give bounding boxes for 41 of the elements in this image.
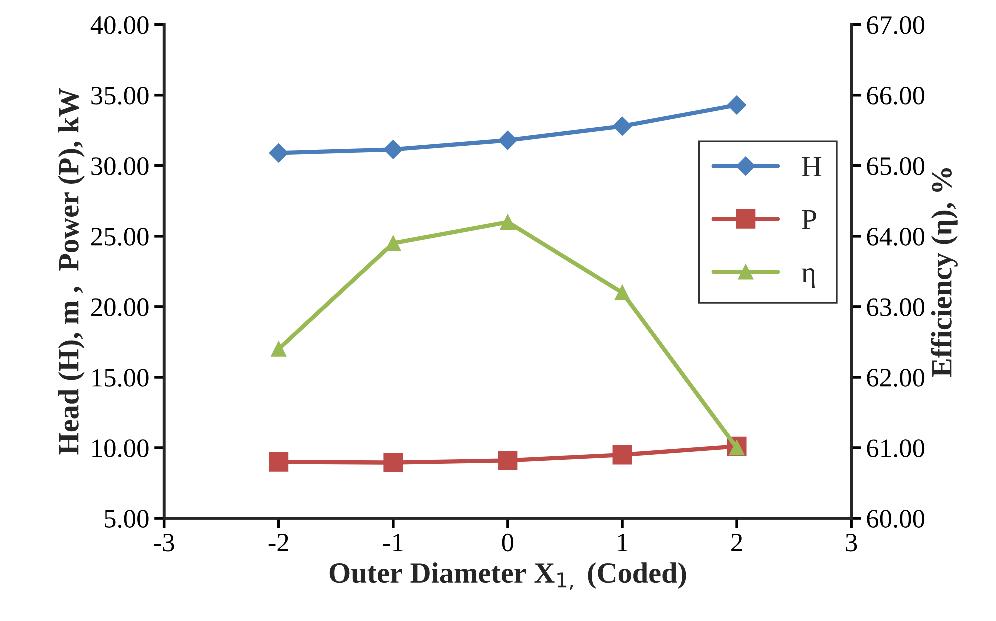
legend-label: P — [802, 210, 816, 230]
x-tick-label: -1 — [383, 534, 403, 552]
y2-axis-title: Efficiency (η), % — [931, 168, 958, 378]
y-tick-label: 25.00 — [92, 228, 149, 246]
point — [612, 116, 632, 136]
point — [384, 453, 404, 473]
y-axis-title: Head (H), m , Power (P), kW — [58, 88, 85, 455]
point — [612, 445, 632, 465]
y-tick-label: 40.00 — [90, 16, 149, 34]
x-tick-label: -3 — [154, 534, 174, 552]
x-tick-label: -2 — [268, 534, 288, 552]
point — [269, 452, 289, 472]
y-tick-label: 30.00 — [92, 158, 149, 176]
y2-tick-label: 60.00 — [867, 510, 925, 528]
x-tick-label: 0 — [502, 534, 514, 552]
y2-tick-label: 61.00 — [867, 440, 925, 458]
point — [498, 450, 518, 470]
point — [500, 214, 516, 230]
point — [384, 140, 403, 160]
point — [271, 342, 287, 357]
y-tick-label: 20.00 — [92, 298, 149, 316]
y2-tick-label: 66.00 — [867, 86, 925, 105]
x-axis-title: Outer Diameter X$_{1,}$ (Coded) — [330, 562, 686, 590]
point — [269, 144, 288, 163]
y-tick-label: 15.00 — [92, 369, 149, 388]
x-tick-label: 2 — [732, 534, 742, 552]
point — [498, 130, 518, 150]
legend-label: η — [802, 268, 816, 289]
y-tick-label: 35.00 — [92, 86, 149, 105]
y2-tick-label: 62.00 — [867, 369, 925, 388]
y2-tick-label: 65.00 — [867, 158, 925, 176]
legend-label: H — [802, 157, 822, 177]
point — [614, 285, 630, 300]
y2-tick-label: 67.00 — [867, 16, 925, 34]
y-tick-label: 5.00 — [105, 510, 149, 528]
y2-tick-label: 63.00 — [867, 298, 925, 316]
y2-tick-label: 64.00 — [867, 228, 925, 246]
y-tick-label: 10.00 — [92, 440, 149, 458]
x-tick-label: 3 — [846, 534, 858, 552]
point — [728, 96, 747, 115]
x-tick-label: 1 — [618, 534, 628, 552]
